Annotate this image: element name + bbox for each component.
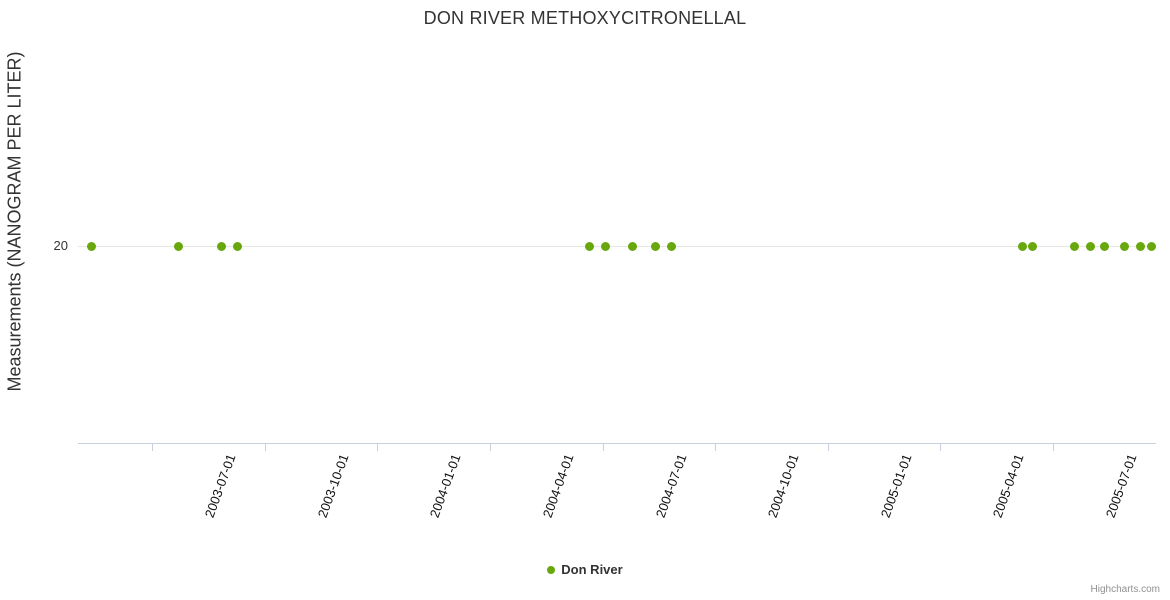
x-axis-line [78, 443, 1156, 444]
x-tick-mark [940, 444, 941, 451]
data-point[interactable] [666, 241, 676, 251]
data-point[interactable] [232, 241, 242, 251]
legend-marker-icon [547, 565, 556, 574]
x-tick-mark [152, 444, 153, 451]
data-point[interactable] [1119, 241, 1129, 251]
x-tick-label: 2004-10-01 [764, 452, 802, 520]
x-tick-label: 2005-04-01 [989, 452, 1027, 520]
plot-area [78, 40, 1156, 443]
x-tick-mark [1053, 444, 1054, 451]
data-point[interactable] [650, 241, 660, 251]
x-tick-label: 2003-10-01 [314, 452, 352, 520]
data-point[interactable] [1027, 241, 1037, 251]
x-tick-label: 2003-07-01 [201, 452, 239, 520]
x-tick-label: 2004-01-01 [426, 452, 464, 520]
chart-legend[interactable]: Don River [0, 562, 1170, 577]
data-point[interactable] [1135, 241, 1145, 251]
x-tick-mark [265, 444, 266, 451]
data-point[interactable] [86, 241, 96, 251]
data-point[interactable] [173, 241, 183, 251]
legend-item-don-river[interactable]: Don River [561, 562, 623, 577]
x-tick-label: 2004-04-01 [539, 452, 577, 520]
data-point[interactable] [216, 241, 226, 251]
data-point[interactable] [627, 241, 637, 251]
credits-label[interactable]: Highcharts.com [1090, 584, 1160, 595]
x-tick-mark [828, 444, 829, 451]
data-point[interactable] [584, 241, 594, 251]
y-axis-title-text: Measurements (NANOGRAM PER LITER) [4, 51, 25, 392]
x-tick-mark [715, 444, 716, 451]
y-axis-title: Measurements (NANOGRAM PER LITER) [0, 0, 30, 443]
data-point[interactable] [1099, 241, 1109, 251]
y-gridline [78, 246, 1156, 247]
chart-title: DON RIVER METHOXYCITRONELLAL [423, 8, 747, 28]
x-tick-label: 2005-07-01 [1102, 452, 1140, 520]
data-point[interactable] [1146, 241, 1156, 251]
data-point[interactable] [1085, 241, 1095, 251]
x-tick-label: 2004-07-01 [652, 452, 690, 520]
data-point[interactable] [1069, 241, 1079, 251]
data-point[interactable] [600, 241, 610, 251]
x-tick-mark [377, 444, 378, 451]
y-tick-label: 20 [53, 238, 68, 253]
x-tick-label: 2005-01-01 [877, 452, 915, 520]
x-tick-mark [490, 444, 491, 451]
x-tick-mark [603, 444, 604, 451]
data-point[interactable] [1017, 241, 1027, 251]
